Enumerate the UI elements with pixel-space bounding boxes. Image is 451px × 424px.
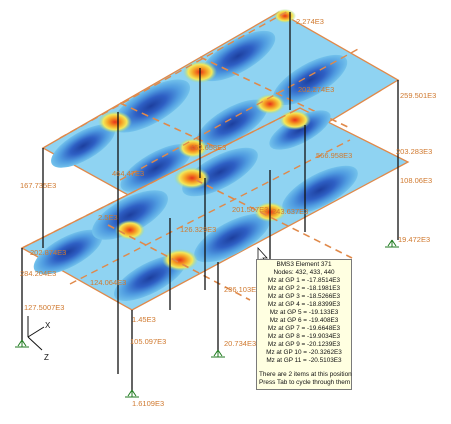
tooltip-gp-line: Mz at GP 8 = -19.9034E3 — [267, 333, 341, 340]
member-label: 167.735E3 — [20, 181, 56, 190]
supports — [15, 239, 399, 398]
tooltip-gp-line: Mz at GP 7 = -19.6648E3 — [267, 325, 341, 332]
axis-x-label: X — [45, 321, 51, 330]
tooltip-gp-line: Mz at GP 5 = -19.133E3 — [269, 309, 339, 316]
member-label: 108.06E3 — [400, 176, 432, 185]
tooltip-gp-line: Mz at GP 9 = -20.1239E3 — [267, 341, 341, 348]
axis-triad: X Z — [27, 316, 51, 362]
member-label: 243.637E3 — [272, 207, 308, 216]
tooltip-title: BMS3 Element 371 — [276, 261, 332, 268]
member-label: 105.097E3 — [130, 337, 166, 346]
tooltip-footer: Press Tab to cycle through them — [259, 379, 351, 386]
member-label: 1.45E3 — [132, 315, 156, 324]
tooltip-gp-line: Mz at GP 2 = -18.1981E3 — [267, 285, 341, 292]
tooltip-gp-line: Mz at GP 10 = -20.3262E3 — [266, 349, 342, 356]
member-label: 1.6109E3 — [132, 399, 164, 408]
tooltip-gp-line: Mz at GP 1 = -17.8514E3 — [267, 277, 341, 284]
member-label: 202.874E3 — [30, 248, 66, 257]
member-label: 462.658E3 — [190, 143, 226, 152]
member-label: 2.5E3 — [98, 213, 118, 222]
columns — [21, 12, 399, 390]
tooltip-gp-line: Mz at GP 4 = -18.8399E3 — [267, 301, 341, 308]
tooltip-gp-line: Mz at GP 3 = -18.5266E3 — [267, 293, 341, 300]
tooltip-nodes: Nodes: 432, 433, 440 — [273, 269, 335, 276]
member-label: 566.958E3 — [316, 151, 352, 160]
member-label: 236.103E3 — [224, 285, 260, 294]
member-labels: 2.274E3 259.501E3 202.274E3 462.658E3 56… — [20, 17, 436, 408]
member-label: 127.5007E3 — [24, 303, 64, 312]
member-label: 202.274E3 — [298, 85, 334, 94]
element-info-tooltip: BMS3 Element 371 Nodes: 432, 433, 440 Mz… — [256, 259, 352, 390]
tooltip-gp-line: Mz at GP 11 = -20.5103E3 — [266, 357, 342, 364]
tooltip-footer: There are 2 items at this position — [259, 371, 352, 378]
member-label: 20.734E3 — [224, 339, 256, 348]
member-label: 201.507E3 — [232, 205, 268, 214]
member-label: 124.064E3 — [90, 278, 126, 287]
upper-slab — [41, 9, 400, 219]
member-label: 259.501E3 — [400, 91, 436, 100]
tooltip-gp-line: Mz at GP 6 = -19.408E3 — [269, 317, 339, 324]
member-label: 126.329E3 — [180, 225, 216, 234]
member-label: 2.274E3 — [296, 17, 324, 26]
member-label: 284.204E3 — [20, 269, 56, 278]
member-label: 203.283E3 — [396, 147, 432, 156]
axis-z-label: Z — [44, 353, 49, 362]
member-label: 19.472E3 — [398, 235, 430, 244]
member-label: 464.47E3 — [112, 169, 144, 178]
